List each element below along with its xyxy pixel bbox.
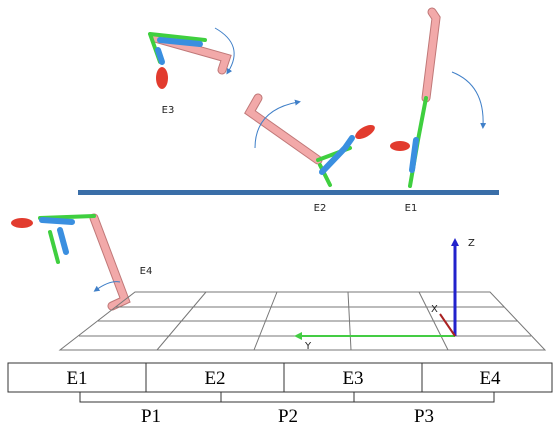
axis-label: Z (468, 238, 475, 249)
event-cell: E4 (479, 368, 501, 389)
axis-label: Y (304, 341, 312, 352)
phase-label: P1 (141, 406, 161, 427)
event-cell: E3 (342, 368, 363, 389)
pose-e4 (11, 216, 125, 306)
y-arrow (294, 332, 302, 340)
floor-grid (60, 292, 545, 350)
pose-label: E1 (405, 203, 418, 214)
phase-label: P2 (278, 406, 298, 427)
pose-label: E2 (314, 203, 327, 214)
pose-e2 (250, 98, 377, 185)
event-cell: E1 (66, 368, 87, 389)
pose-label: E4 (140, 266, 153, 277)
z-arrow (451, 238, 459, 246)
phase-label: P3 (414, 406, 434, 427)
pose-e3 (150, 28, 234, 89)
event-table (8, 363, 552, 392)
axis-label: X (431, 304, 438, 315)
pose-e1 (390, 12, 483, 186)
x-axis (440, 314, 455, 336)
pose-label: E3 (162, 105, 175, 116)
ground-bar (78, 190, 499, 195)
event-cell: E2 (204, 368, 225, 389)
figure: E3 E2 E1 E4 Z X Y (0, 0, 553, 427)
phase-bracket (80, 392, 494, 402)
